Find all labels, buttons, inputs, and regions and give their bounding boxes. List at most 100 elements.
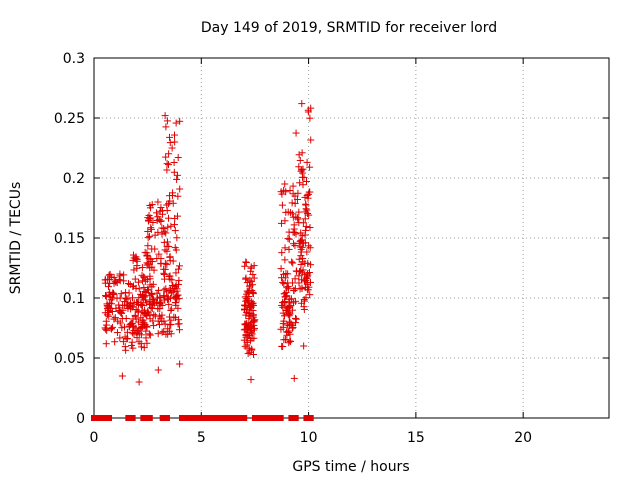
data-point xyxy=(284,311,292,319)
y-tick-label: 0.1 xyxy=(63,291,85,307)
data-point xyxy=(244,296,252,304)
data-point xyxy=(165,300,173,308)
data-point xyxy=(288,199,296,207)
data-point xyxy=(299,254,307,262)
data-point xyxy=(154,198,162,206)
data-point xyxy=(142,327,150,335)
data-point xyxy=(146,315,154,323)
zero-value-marks xyxy=(178,415,248,421)
zero-value-marks xyxy=(91,415,113,421)
data-point xyxy=(157,314,165,322)
data-point xyxy=(110,274,118,282)
data-point xyxy=(174,154,182,162)
data-point xyxy=(296,243,304,251)
data-point xyxy=(250,262,258,270)
data-point xyxy=(285,302,293,310)
data-point xyxy=(140,344,148,352)
data-point xyxy=(243,279,251,287)
data-point xyxy=(281,274,289,282)
data-point xyxy=(114,317,122,325)
data-point xyxy=(102,325,110,333)
data-point xyxy=(280,280,288,288)
data-point xyxy=(172,246,180,254)
data-point xyxy=(118,372,126,380)
data-point xyxy=(128,294,136,302)
data-point xyxy=(298,232,306,240)
data-point xyxy=(249,351,257,359)
data-point xyxy=(167,222,175,230)
data-point xyxy=(119,338,127,346)
data-point xyxy=(122,346,130,354)
data-point xyxy=(174,320,182,328)
zero-value-marks xyxy=(159,415,170,421)
x-tick-label: 20 xyxy=(514,430,532,446)
data-point xyxy=(298,169,306,177)
data-point xyxy=(105,283,113,291)
data-point xyxy=(244,350,252,358)
data-point xyxy=(134,307,142,315)
data-point xyxy=(110,315,118,323)
data-point xyxy=(242,275,250,283)
data-point xyxy=(173,234,181,242)
data-point xyxy=(173,175,181,183)
data-point xyxy=(105,304,113,312)
y-tick-label: 0 xyxy=(76,411,85,427)
data-point xyxy=(289,182,297,190)
data-point xyxy=(129,283,137,291)
data-point xyxy=(111,314,119,322)
data-point xyxy=(294,215,302,223)
data-point xyxy=(117,309,125,317)
data-point xyxy=(161,265,169,273)
data-point xyxy=(280,270,288,278)
data-point xyxy=(106,288,114,296)
data-point xyxy=(306,114,314,122)
data-point xyxy=(162,330,170,338)
x-axis-label: GPS time / hours xyxy=(292,459,409,475)
data-point xyxy=(176,117,184,125)
data-point xyxy=(302,201,310,209)
x-tick-label: 15 xyxy=(407,430,425,446)
x-tick-label: 0 xyxy=(90,430,99,446)
data-point xyxy=(162,285,170,293)
data-point xyxy=(151,245,159,253)
data-point xyxy=(134,318,142,326)
data-point xyxy=(288,324,296,332)
data-point xyxy=(171,314,179,322)
data-point xyxy=(289,323,297,331)
data-point xyxy=(163,117,171,125)
data-point xyxy=(149,301,157,309)
data-point xyxy=(128,320,136,328)
data-point xyxy=(249,281,257,289)
data-point xyxy=(174,281,182,289)
data-point xyxy=(164,161,172,169)
data-point xyxy=(138,301,146,309)
data-point xyxy=(281,290,289,298)
data-point xyxy=(241,262,249,270)
y-tick-label: 0.2 xyxy=(63,171,85,187)
data-point xyxy=(247,376,255,384)
data-point xyxy=(245,282,253,290)
data-point xyxy=(166,321,174,329)
data-point xyxy=(172,119,180,127)
grid xyxy=(94,58,609,418)
data-point xyxy=(135,338,143,346)
data-point xyxy=(249,271,257,279)
data-point xyxy=(137,290,145,298)
data-point xyxy=(140,273,148,281)
data-point xyxy=(145,217,153,225)
data-point xyxy=(248,298,256,306)
data-point xyxy=(297,260,305,268)
data-point xyxy=(168,282,176,290)
data-point xyxy=(159,210,167,218)
data-point xyxy=(132,306,140,314)
data-point xyxy=(163,261,171,269)
data-point xyxy=(291,275,299,283)
data-point xyxy=(278,342,286,350)
data-point xyxy=(306,244,314,252)
data-point xyxy=(165,286,173,294)
data-point xyxy=(158,328,166,336)
data-point xyxy=(146,331,154,339)
data-point xyxy=(168,144,176,152)
data-point xyxy=(176,326,184,334)
data-point xyxy=(140,274,148,282)
